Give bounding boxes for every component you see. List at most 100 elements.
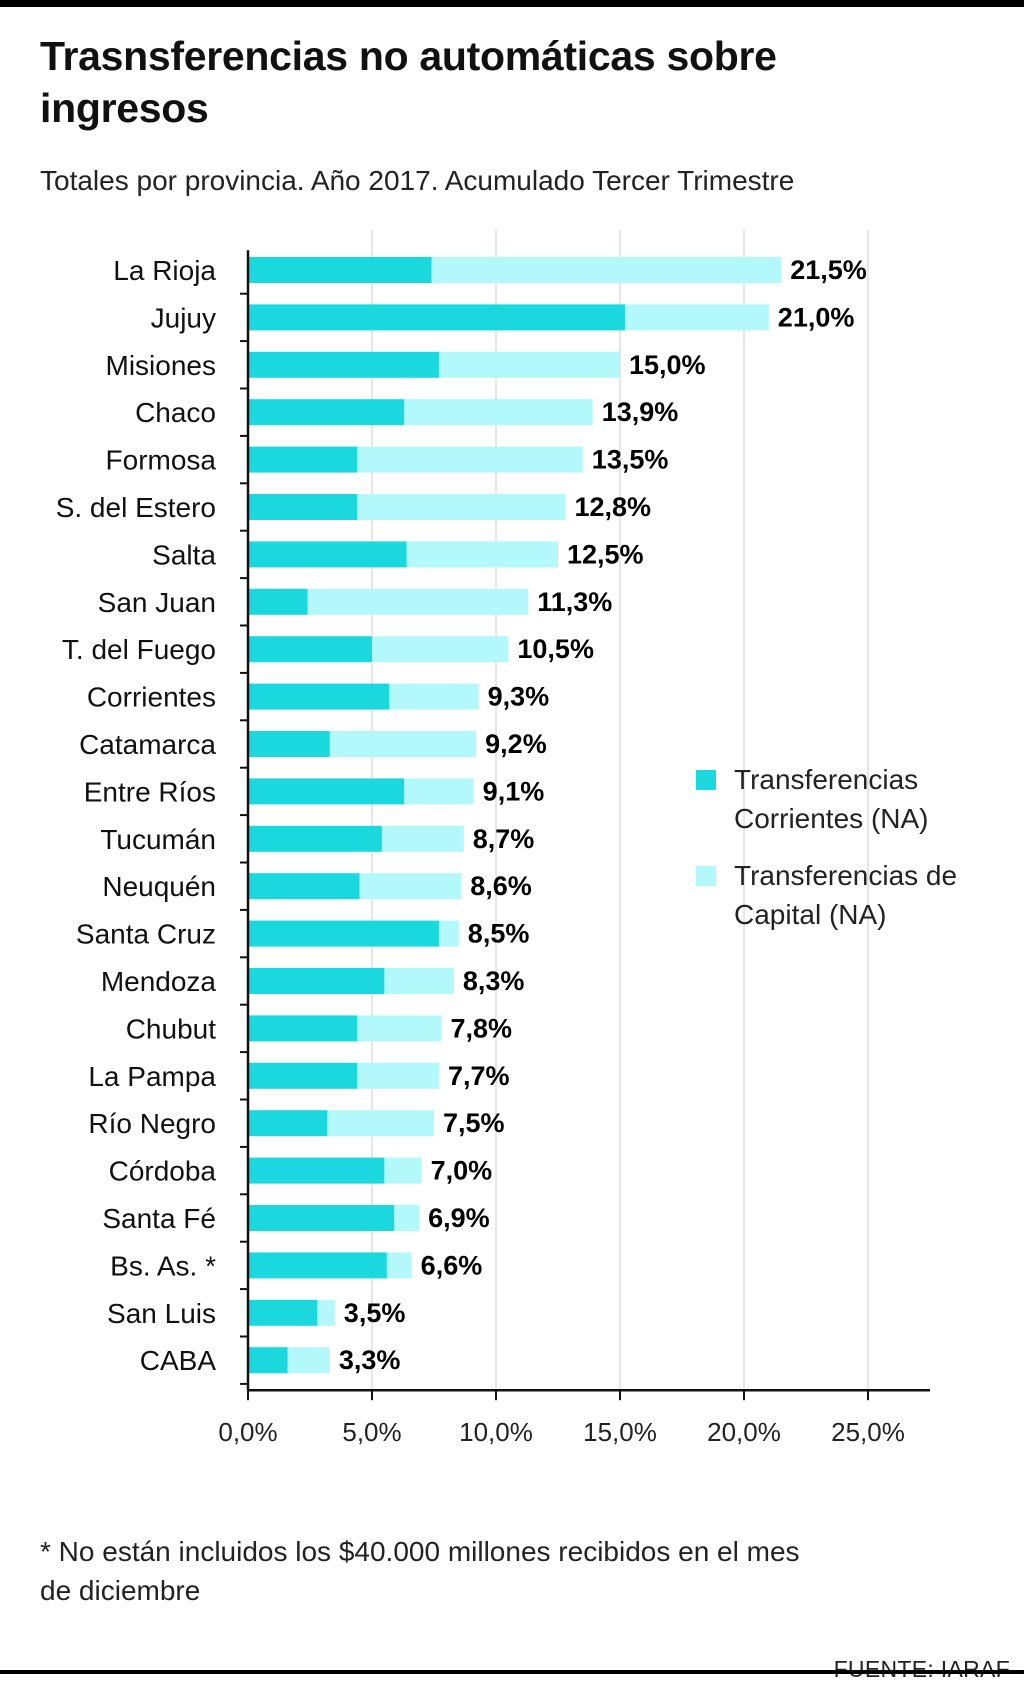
category-label: CABA xyxy=(140,1345,217,1376)
bar-corrientes xyxy=(248,588,308,615)
category-label: Jujuy xyxy=(151,302,216,333)
data-label: 7,7% xyxy=(448,1061,510,1091)
bar-corrientes xyxy=(248,1205,395,1231)
bar-capital xyxy=(404,778,474,805)
category-label: Santa Fé xyxy=(102,1203,216,1234)
bar-corrientes xyxy=(248,1347,288,1374)
chart-subtitle: Totales por provincia. Año 2017. Acumula… xyxy=(40,165,795,196)
category-label: Mendoza xyxy=(101,966,217,997)
category-label: Río Negro xyxy=(88,1108,216,1139)
data-label: 12,5% xyxy=(567,539,644,569)
bar-capital xyxy=(307,588,529,615)
x-tick-label: 20,0% xyxy=(707,1417,781,1447)
category-label: La Rioja xyxy=(113,255,216,286)
data-label: 9,1% xyxy=(483,776,545,806)
bar-capital xyxy=(357,446,583,473)
bar-corrientes xyxy=(248,304,625,331)
chart-title: Trasnsferencias no automáticas sobre ing… xyxy=(40,33,777,131)
data-label: 8,7% xyxy=(473,824,535,854)
legend-item-corrientes: Transferencias Corrientes (NA) xyxy=(696,760,996,838)
bar-capital xyxy=(357,1062,439,1089)
category-label: San Juan xyxy=(98,587,216,618)
bar-capital xyxy=(624,304,769,331)
bar-corrientes xyxy=(248,873,360,900)
bar-corrientes xyxy=(248,1252,387,1279)
bar-corrientes xyxy=(248,1110,328,1137)
bar-capital xyxy=(438,351,620,378)
data-label: 15,0% xyxy=(629,350,706,380)
legend-swatch-capital-icon xyxy=(696,866,716,886)
bar-corrientes xyxy=(248,1015,358,1042)
data-label: 13,5% xyxy=(592,445,669,475)
bar-capital xyxy=(287,1347,330,1374)
category-label: Bs. As. * xyxy=(110,1250,216,1281)
bar-capital xyxy=(381,825,464,852)
bar-corrientes xyxy=(248,494,358,520)
stacked-bar-chart: La Rioja 21,5% Jujuy 21,0% Misiones 15,0% Chac… xyxy=(56,230,930,1447)
category-label: San Luis xyxy=(107,1298,216,1329)
data-label: 21,5% xyxy=(790,255,867,285)
bar-capital xyxy=(406,541,558,568)
category-label: Córdoba xyxy=(109,1156,217,1187)
legend: Transferencias Corrientes (NA) Transfere… xyxy=(696,760,996,952)
bar-capital xyxy=(384,968,454,994)
footnote: * No están incluidos los $40.000 millone… xyxy=(40,1536,800,1606)
category-label: Tucumán xyxy=(100,824,216,855)
category-label: T. del Fuego xyxy=(62,634,216,665)
bar-corrientes xyxy=(248,636,372,663)
data-label: 6,6% xyxy=(421,1250,483,1280)
bar-capital xyxy=(431,257,782,283)
data-label: 8,5% xyxy=(468,919,530,949)
x-tick-label: 15,0% xyxy=(583,1417,657,1447)
x-tick-label: 5,0% xyxy=(342,1417,401,1447)
bar-capital xyxy=(404,399,593,426)
category-label: Catamarca xyxy=(79,729,216,760)
bar-capital xyxy=(438,920,459,947)
bar-corrientes xyxy=(248,257,432,283)
bar-capital xyxy=(357,1015,442,1042)
bar-corrientes xyxy=(248,399,405,426)
bar-capital xyxy=(384,1157,422,1184)
data-label: 7,5% xyxy=(443,1108,505,1138)
data-label: 9,3% xyxy=(488,682,550,712)
data-label: 6,9% xyxy=(428,1203,490,1233)
x-tick-label: 10,0% xyxy=(459,1417,533,1447)
data-label: 7,8% xyxy=(450,1013,512,1043)
bottom-rule xyxy=(0,1670,1024,1674)
bar-corrientes xyxy=(248,920,439,947)
bar-capital xyxy=(317,1299,335,1326)
legend-label-capital: Transferencias de Capital (NA) xyxy=(734,860,958,930)
bar-capital xyxy=(394,1205,420,1231)
data-label: 12,8% xyxy=(574,492,651,522)
bar-corrientes xyxy=(248,351,439,378)
bar-corrientes xyxy=(248,1299,318,1326)
category-label: S. del Estero xyxy=(56,492,216,523)
data-label: 13,9% xyxy=(602,397,679,427)
bar-corrientes xyxy=(248,683,390,710)
category-label: Entre Ríos xyxy=(84,776,216,807)
data-label: 3,5% xyxy=(344,1298,406,1328)
legend-swatch-corrientes-icon xyxy=(696,770,716,790)
bar-capital xyxy=(386,1252,412,1279)
data-label: 9,2% xyxy=(485,729,547,759)
x-tick-label: 25,0% xyxy=(831,1417,905,1447)
bar-capital xyxy=(329,731,477,757)
data-label: 7,0% xyxy=(431,1156,493,1186)
bar-corrientes xyxy=(248,968,385,994)
bar-corrientes xyxy=(248,1062,358,1089)
legend-item-capital: Transferencias de Capital (NA) xyxy=(696,856,996,934)
bar-capital xyxy=(359,873,462,900)
bar-capital xyxy=(372,636,509,663)
bar-corrientes xyxy=(248,446,358,473)
category-label: Santa Cruz xyxy=(76,919,216,950)
data-label: 11,3% xyxy=(537,587,612,617)
bar-capital xyxy=(357,494,566,520)
bar-corrientes xyxy=(248,731,330,757)
bar-corrientes xyxy=(248,825,382,852)
category-label: Neuquén xyxy=(102,871,216,902)
category-label: Formosa xyxy=(106,445,217,476)
bar-corrientes xyxy=(248,541,407,568)
data-label: 3,3% xyxy=(339,1345,401,1375)
category-label: Chaco xyxy=(135,397,216,428)
bar-corrientes xyxy=(248,1157,385,1184)
